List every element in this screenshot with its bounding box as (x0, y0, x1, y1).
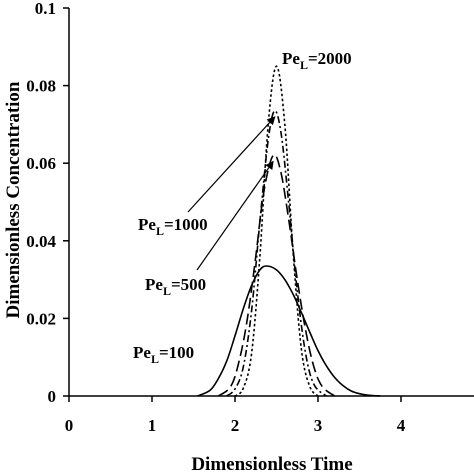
x-tick-label: 3 (314, 416, 323, 435)
x-tick-label: 0 (65, 416, 74, 435)
y-tick-label: 0.06 (26, 154, 56, 173)
annotation-arrow (187, 116, 276, 213)
y-tick-label: 0.02 (26, 309, 56, 328)
series-line-1 (217, 153, 336, 397)
y-ticks: 0 0.02 0.04 0.06 0.08 0.1 (26, 0, 69, 406)
x-tick-label: 2 (231, 416, 240, 435)
label-pe-500: PeL=500 (145, 275, 206, 298)
y-axis-title: Dimensionless Concentration (3, 81, 24, 318)
x-axis-title: Dimensionless Time (191, 454, 352, 474)
y-tick-label: 0.1 (35, 0, 56, 18)
series-line-2 (226, 110, 327, 397)
label-pe-1000: PeL=1000 (138, 215, 208, 238)
x-tick-label: 1 (148, 416, 157, 435)
x-ticks: 0 1 2 3 4 (65, 396, 406, 435)
series-line-3 (234, 65, 319, 397)
y-tick-label: 0.04 (26, 232, 56, 251)
label-pe-100: PeL=100 (133, 343, 194, 366)
annotation-arrow (196, 160, 274, 271)
label-pe-2000: PeL=2000 (282, 49, 352, 72)
y-tick-label: 0 (48, 387, 57, 406)
annotation-arrows (187, 116, 276, 271)
x-tick-label: 4 (397, 416, 406, 435)
series-line-0 (197, 265, 381, 397)
y-tick-label: 0.08 (26, 77, 56, 96)
data-curves (197, 65, 381, 397)
